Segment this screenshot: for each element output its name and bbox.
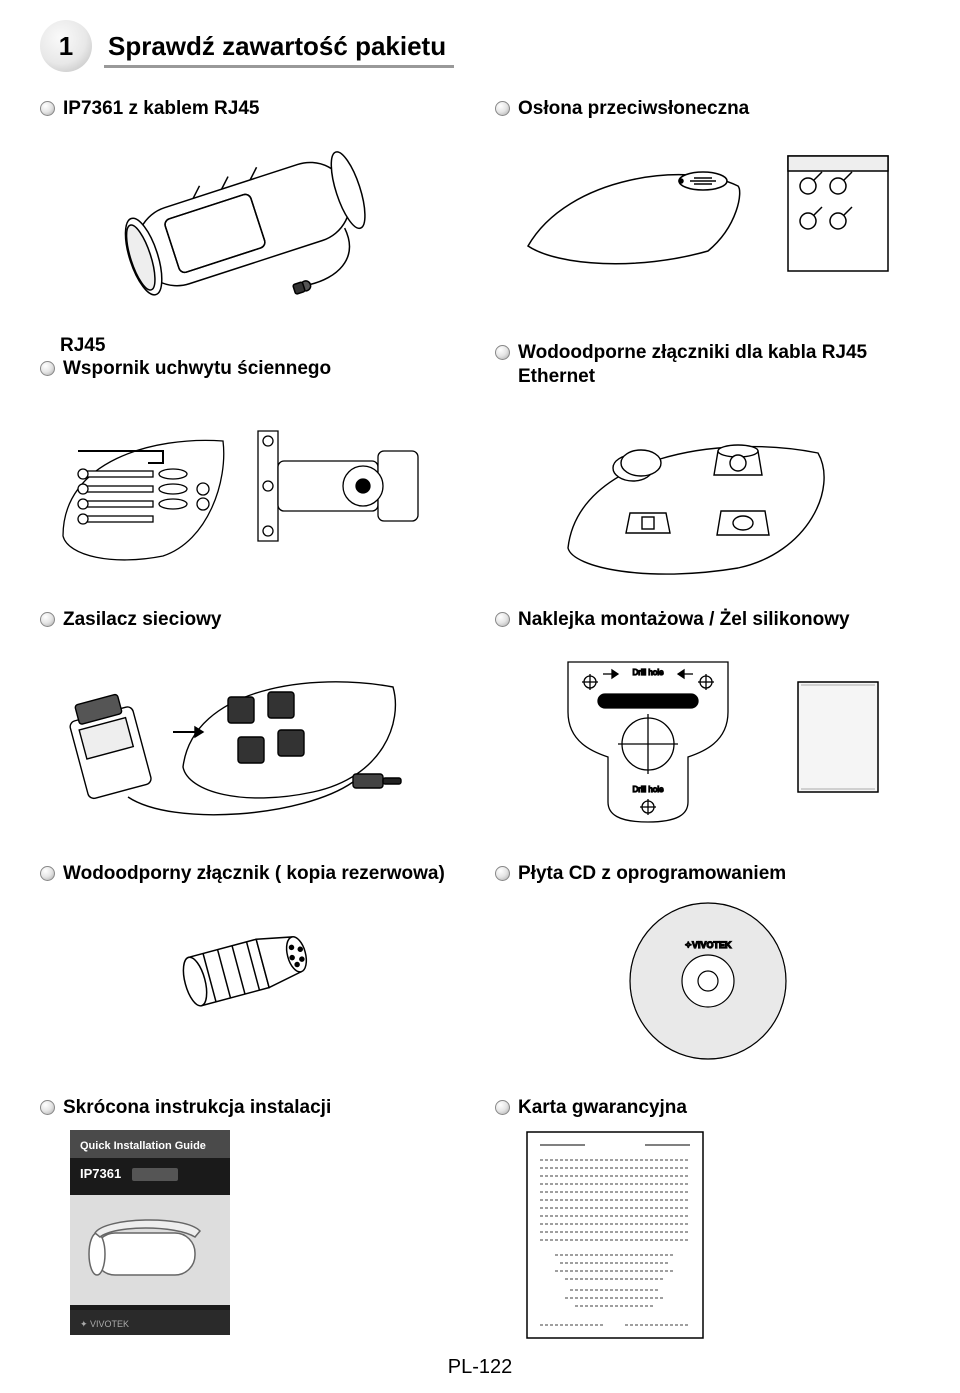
- illus-camera: [40, 131, 465, 311]
- label-cd: Płyta CD z oprogramowaniem: [518, 862, 786, 886]
- bullet-icon: [495, 345, 510, 360]
- label-psu: Zasilacz sieciowy: [63, 608, 221, 632]
- item-sunshield: Osłona przeciwsłoneczna: [495, 97, 920, 311]
- bullet-icon: [495, 866, 510, 881]
- item-psu: Zasilacz sieciowy: [40, 608, 465, 832]
- illus-guide: Quick Installation Guide IP7361 ✦ VIVOTE…: [40, 1130, 465, 1335]
- label-camera: IP7361 z kablem RJ45: [63, 97, 259, 121]
- guide-title: Quick Installation Guide: [80, 1140, 206, 1152]
- illus-bracket: [40, 391, 465, 571]
- bullet-icon: [495, 1100, 510, 1115]
- step-number: 1: [59, 31, 73, 62]
- sticker-drill-bot: Drill hole: [632, 785, 664, 794]
- bullet-icon: [40, 612, 55, 627]
- cd-brand: ✦VIVOTEK: [684, 940, 732, 950]
- step-title: Sprawdź zawartość pakietu: [104, 27, 454, 68]
- illus-cd: ✦VIVOTEK: [495, 896, 920, 1066]
- item-cd: Płyta CD z oprogramowaniem ✦VIVOTEK: [495, 862, 920, 1066]
- item-camera: IP7361 z kablem RJ45: [40, 97, 465, 311]
- guide-model: IP7361: [80, 1166, 121, 1181]
- page-number: PL-122: [0, 1356, 960, 1379]
- bullet-icon: [40, 1100, 55, 1115]
- sticker-align: Alignment Sticker: [616, 697, 679, 706]
- sticker-drill-top: Drill hole: [632, 668, 664, 677]
- bullet-icon: [495, 101, 510, 116]
- bullet-icon: [40, 101, 55, 116]
- guide-brand: ✦ VIVOTEK: [80, 1319, 129, 1329]
- bullet-icon: [40, 361, 55, 376]
- label-spare: Wodoodporny złącznik ( kopia rezerwowa): [63, 862, 445, 886]
- illus-sunshield: [495, 131, 920, 291]
- item-spare: Wodoodporny złącznik ( kopia rezerwowa): [40, 862, 465, 1066]
- label-guide: Skrócona instrukcja instalacji: [63, 1096, 331, 1120]
- item-sticker: Naklejka montażowa / Żel silikonowy Dril…: [495, 608, 920, 832]
- step-number-badge: 1: [40, 20, 92, 72]
- illus-spare: [40, 896, 465, 1036]
- step-header: 1 Sprawdź zawartość pakietu: [40, 20, 920, 72]
- illus-sticker: Drill hole Alignment Sticker Drill hole: [495, 642, 920, 832]
- label-waterproof: Wodoodporne złączniki dla kabla RJ45 Eth…: [518, 341, 920, 389]
- illus-warranty: [495, 1130, 920, 1340]
- bullet-icon: [495, 612, 510, 627]
- bullet-icon: [40, 866, 55, 881]
- label-warranty: Karta gwarancyjna: [518, 1096, 687, 1120]
- item-bracket: RJ45 Wspornik uchwytu ściennego: [40, 341, 465, 579]
- label-sunshield: Osłona przeciwsłoneczna: [518, 97, 749, 121]
- label-sticker: Naklejka montażowa / Żel silikonowy: [518, 608, 850, 632]
- illus-psu: [40, 642, 465, 832]
- item-waterproof: Wodoodporne złączniki dla kabla RJ45 Eth…: [495, 341, 920, 579]
- item-warranty: Karta gwarancyjna: [495, 1096, 920, 1340]
- label-bracket-sub: RJ45: [60, 335, 465, 357]
- illus-waterproof: [495, 398, 920, 578]
- label-bracket: Wspornik uchwytu ściennego: [63, 357, 331, 381]
- contents-grid: IP7361 z kablem RJ45: [40, 97, 920, 1340]
- item-guide: Skrócona instrukcja instalacji Quick Ins…: [40, 1096, 465, 1340]
